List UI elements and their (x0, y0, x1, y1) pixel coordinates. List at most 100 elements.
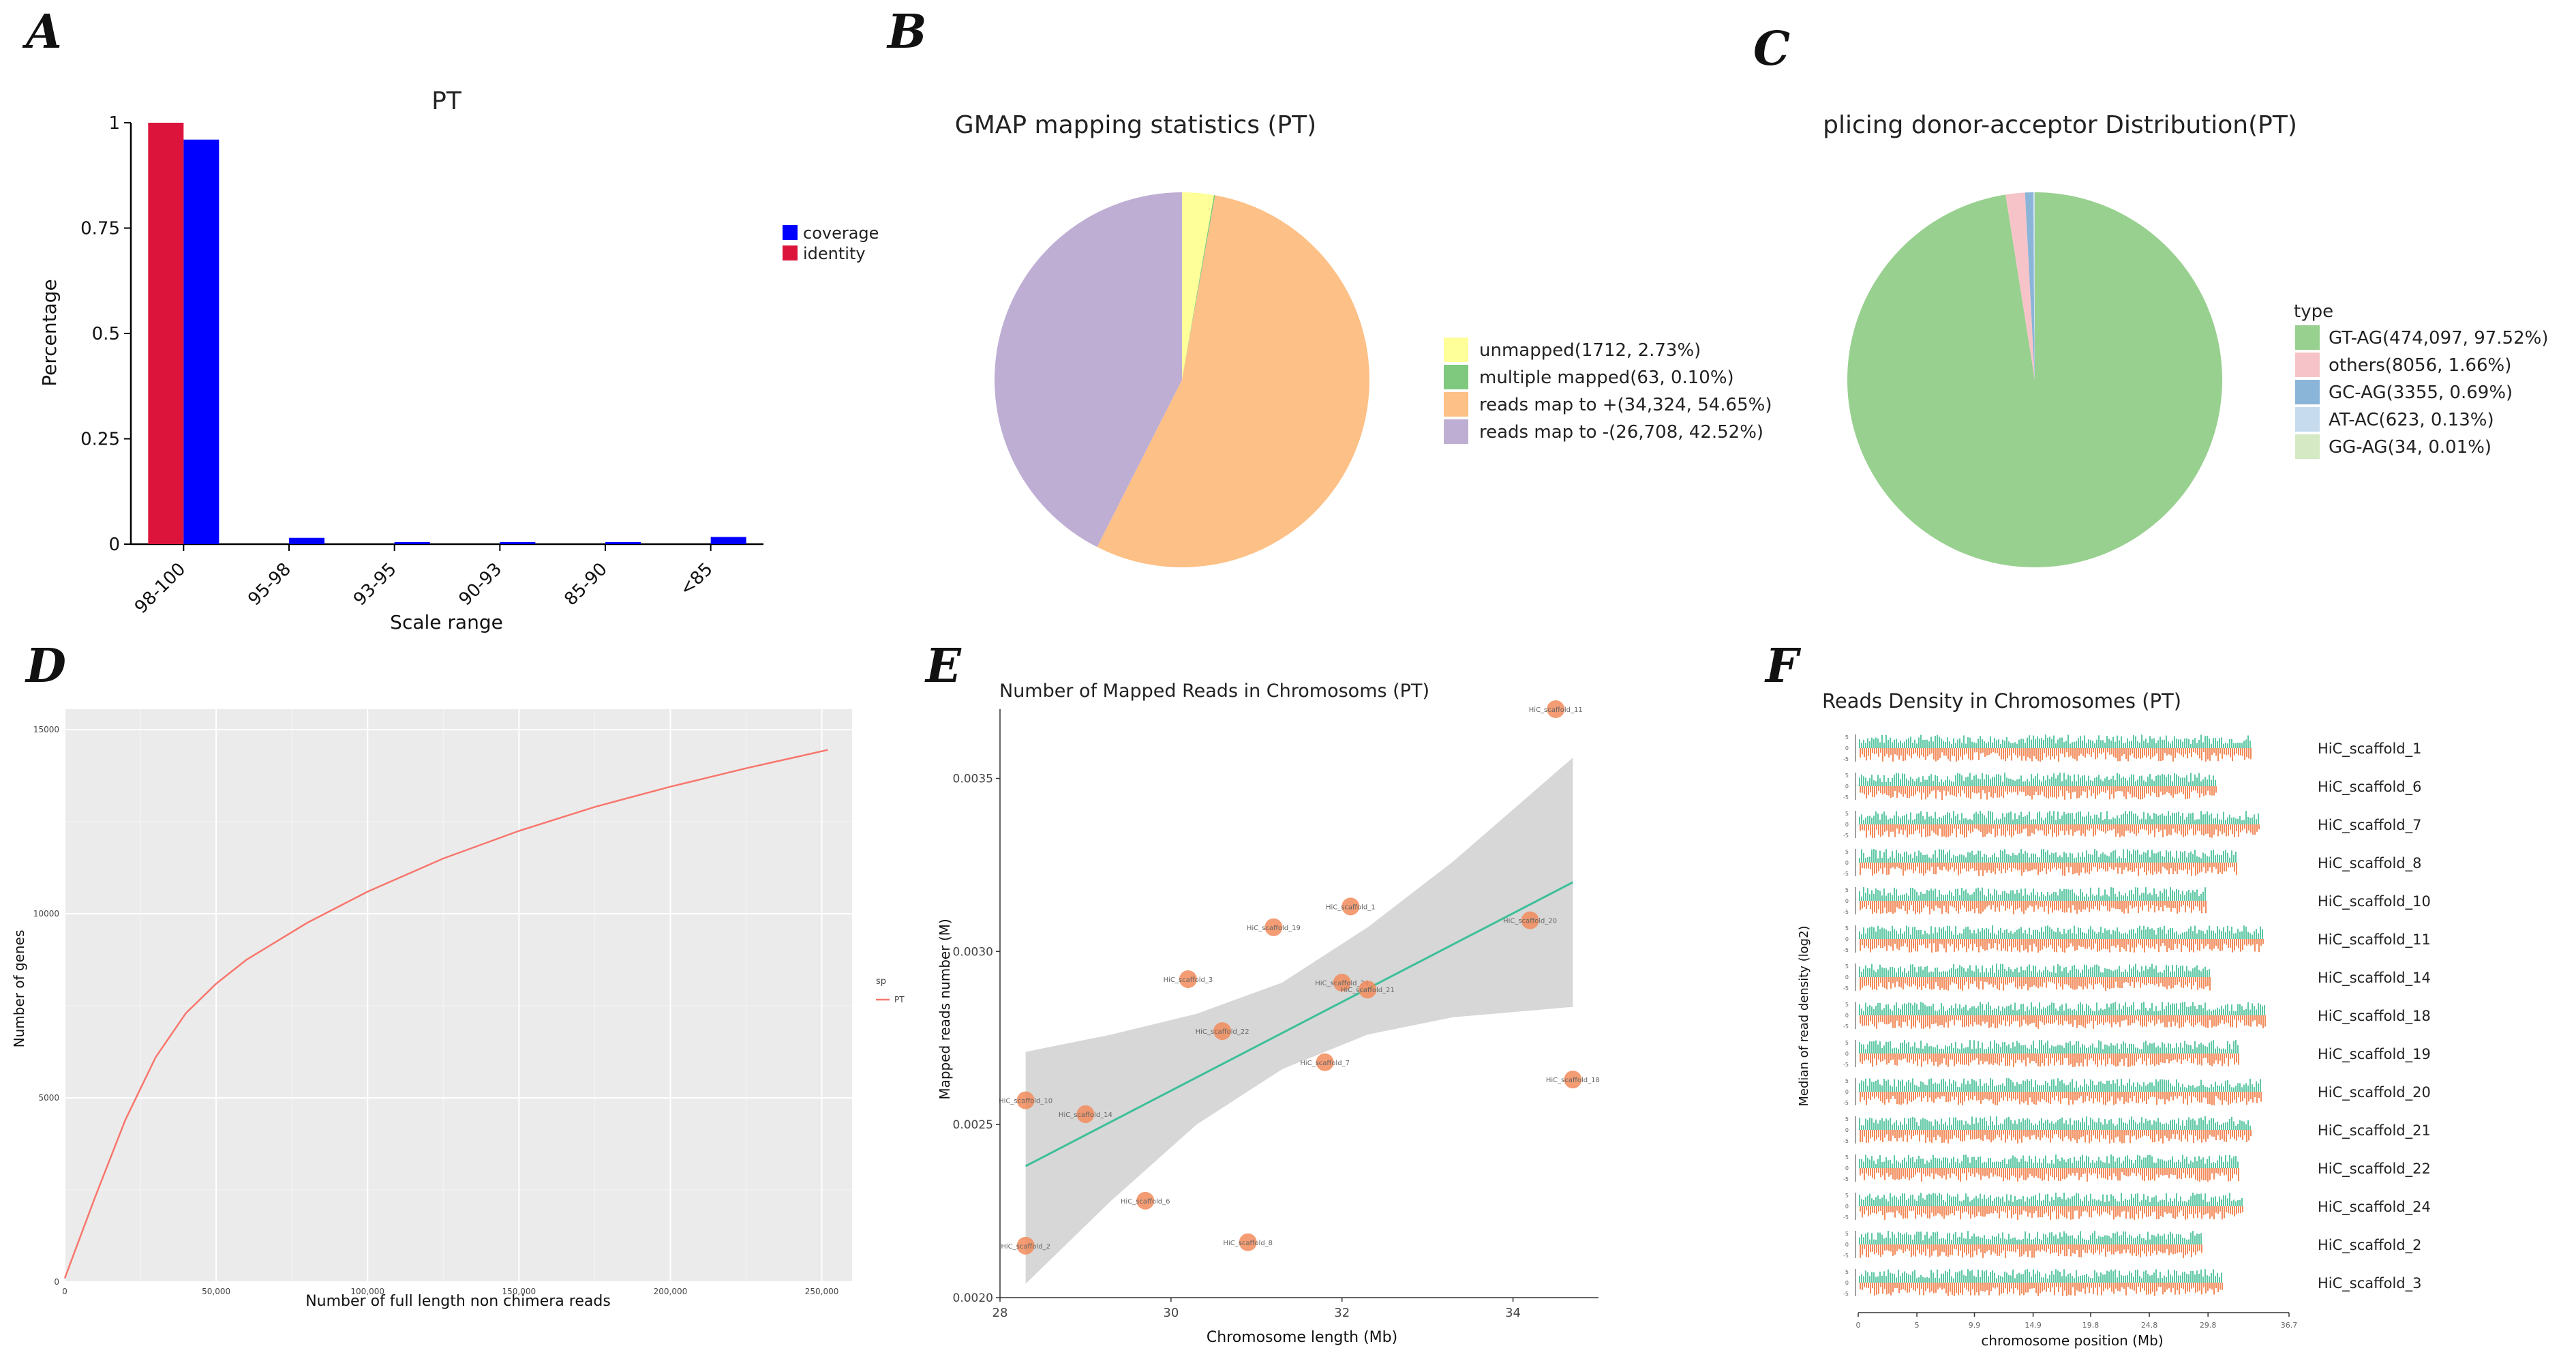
panel-d-x-tick-label: 150,000 (502, 1287, 536, 1296)
panel-f-track-tick-label: 5 (1845, 1231, 1849, 1237)
panel-label-c: C (1753, 22, 1790, 76)
panel-e-xlabel: Chromosome length (Mb) (1207, 1329, 1397, 1346)
panel-c-legend-label: AT-AC(623, 0.13%) (2329, 410, 2494, 430)
panel-d-y-tick-label: 0 (54, 1277, 59, 1287)
panel-f-track: -5 0 5 HiC_scaffold_1 (1843, 734, 2422, 762)
panel-f-track-tick-label: 0 (1845, 1127, 1849, 1133)
panel-f-track-label: HiC_scaffold_10 (2318, 893, 2431, 910)
panel-d-y-tick-label: 10000 (33, 909, 59, 919)
panel-f-track-label: HiC_scaffold_6 (2318, 779, 2422, 796)
panel-e-point-label: HiC_scaffold_11 (1529, 706, 1583, 714)
panel-f-track-label: HiC_scaffold_7 (2318, 817, 2422, 834)
panel-d-plot-background (65, 709, 852, 1282)
panel-f-track-upper-density (1859, 964, 2210, 977)
panel-e-point-label: HiC_scaffold_19 (1247, 925, 1301, 932)
panel-f-track-label: HiC_scaffold_14 (2318, 970, 2431, 987)
panel-b-legend-label: reads map to +(34,324, 54.65%) (1479, 395, 1772, 415)
panel-b-legend-swatch (1444, 365, 1468, 389)
panel-e-x-tick-label: 28 (992, 1306, 1008, 1320)
panel-c-legend-label: GG-AG(34, 0.01%) (2329, 437, 2491, 458)
panel-f-track-lower-density (1860, 977, 2211, 991)
panel-f-x-tick-label: 29.8 (2200, 1321, 2217, 1330)
panel-f-track-tick-label: 0 (1845, 1089, 1849, 1095)
panel-a-bar-coverage (183, 139, 219, 545)
panel-d-y-tick-label: 15000 (33, 725, 59, 734)
panel-f-track-label: HiC_scaffold_8 (2318, 855, 2422, 872)
panel-e-confidence-band (1025, 758, 1573, 1284)
panel-f-track-upper-density (1859, 887, 2206, 901)
panel-d-x-tick-label: 100,000 (350, 1287, 384, 1296)
panel-e-y-tick-label: 0.0030 (953, 945, 993, 959)
panel-d-x-tick-label: 250,000 (805, 1287, 839, 1296)
panel-f-track-lower-density (1860, 1206, 2243, 1220)
panel-e-point-label: HiC_scaffold_10 (999, 1098, 1052, 1105)
panel-f-track: -5 0 5 HiC_scaffold_7 (1843, 811, 2422, 839)
panel-a-bar-coverage (289, 537, 324, 544)
panel-label-d: D (25, 639, 66, 693)
panel-a-bar-chart: PT Scale range Percentage 0 0.25 0.5 0.75 1 9… (38, 87, 879, 633)
panel-b-legend-swatch (1444, 392, 1468, 417)
panel-e-point-label: HiC_scaffold_22 (1196, 1028, 1249, 1036)
panel-f-track-tick-label: -5 (1843, 871, 1849, 877)
panel-d-ylabel: Number of genes (11, 930, 27, 1048)
panel-e-scatter-chart: Number of Mapped Reads in Chromosoms (PT… (937, 681, 1600, 1346)
panel-f-track-tick-label: -5 (1843, 947, 1849, 953)
panel-f-density-tracks: Reads Density in Chromosomes (PT) chromo… (1797, 689, 2431, 1349)
panel-f-track-tick-label: 0 (1845, 936, 1849, 942)
panel-f-track-label: HiC_scaffold_1 (2318, 741, 2422, 758)
panel-e-point (1213, 1022, 1232, 1041)
panel-b-legend-swatch (1444, 419, 1468, 444)
panel-f-track-upper-density (1859, 1193, 2243, 1206)
panel-f-track-tick-label: 5 (1845, 1154, 1849, 1161)
panel-f-track-upper-density (1859, 1002, 2265, 1015)
panel-f-track-upper-density (1859, 1078, 2261, 1092)
panel-e-point-label: HiC_scaffold_8 (1223, 1240, 1273, 1247)
panel-f-track-lower-density (1860, 748, 2252, 762)
panel-f-track-tick-label: 0 (1845, 860, 1849, 866)
panel-f-track: -5 0 5 HiC_scaffold_21 (1843, 1116, 2431, 1144)
panel-e-point-label: HiC_scaffold_3 (1164, 976, 1213, 984)
panel-a-y-tick-label: 0.5 (92, 324, 120, 344)
panel-e-point (1016, 1236, 1035, 1255)
panel-f-track-label: HiC_scaffold_19 (2318, 1046, 2431, 1063)
panel-label-f: F (1764, 639, 1802, 693)
panel-e-x-tick-label: 34 (1505, 1306, 1521, 1320)
panel-f-track-tick-label: -5 (1843, 1138, 1849, 1144)
panel-f-track: -5 0 5 HiC_scaffold_22 (1843, 1154, 2431, 1182)
panel-f-track: -5 0 5 HiC_scaffold_8 (1843, 849, 2422, 877)
panel-e-point (1179, 970, 1197, 988)
panel-d-legend-label: PT (894, 995, 905, 1004)
panel-e-title: Number of Mapped Reads in Chromosoms (PT… (999, 681, 1429, 702)
panel-f-track-upper-density (1859, 811, 2259, 824)
panel-f-track-lower-density (1860, 1168, 2239, 1182)
panel-a-x-tick-label: 98-100 (131, 559, 190, 618)
panel-e-point (1076, 1105, 1095, 1123)
panel-f-x-tick-label: 9.9 (1969, 1321, 1981, 1330)
panel-c-legend-swatch (2295, 407, 2320, 432)
panel-e-point (1239, 1233, 1257, 1251)
panel-f-track-upper-density (1859, 1154, 2239, 1168)
panel-a-legend-label: identity (803, 244, 866, 263)
panel-f-x-tick-label: 14.9 (2025, 1321, 2042, 1330)
panel-f-track-lower-density (1860, 1283, 2223, 1296)
panel-c-slice (2005, 192, 2035, 380)
panel-f-track-lower-density (1860, 901, 2207, 914)
panel-b-title: GMAP mapping statistics (PT) (955, 111, 1316, 139)
panel-e-point-label: HiC_scaffold_18 (1546, 1077, 1600, 1084)
panel-c-legend-swatch (2295, 380, 2320, 404)
panel-f-track-tick-label: 0 (1845, 783, 1849, 790)
panel-e-point (1342, 897, 1360, 916)
panel-f-track-lower-density (1860, 1092, 2262, 1105)
panel-f-x-tick-label: 5 (1915, 1321, 1920, 1330)
panel-f-track-tick-label: -5 (1843, 985, 1849, 991)
panel-e-ylabel: Mapped reads number (M) (937, 919, 953, 1099)
panel-c-slice (1847, 192, 2223, 567)
panel-f-track-label: HiC_scaffold_21 (2318, 1122, 2431, 1139)
panel-f-track-label: HiC_scaffold_18 (2318, 1008, 2431, 1025)
panel-b-legend-label: unmapped(1712, 2.73%) (1479, 340, 1701, 361)
panel-f-track-tick-label: 0 (1845, 1165, 1849, 1171)
panel-a-legend-swatch (783, 245, 798, 260)
panel-e-y-tick-label: 0.0025 (953, 1118, 993, 1132)
panel-e-point-label: HiC_scaffold_21 (1341, 987, 1395, 994)
